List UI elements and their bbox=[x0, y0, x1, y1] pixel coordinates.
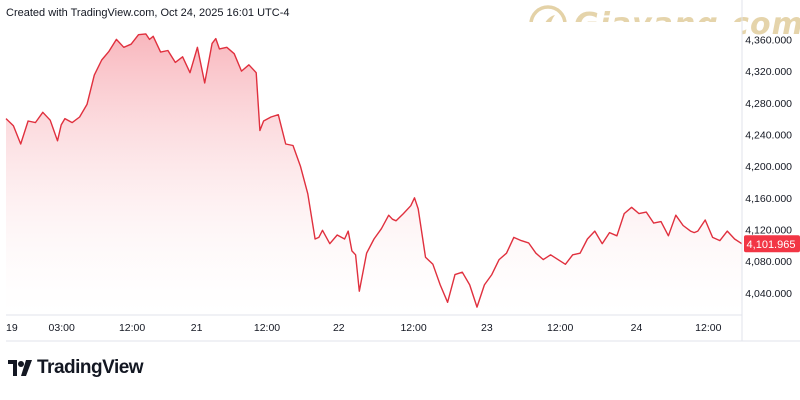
x-tick-label: 21 bbox=[191, 322, 203, 334]
x-tick-label: 03:00 bbox=[49, 322, 75, 334]
price-line bbox=[5, 33, 743, 308]
y-tick-label: 4,240.000 bbox=[745, 129, 792, 141]
y-tick-label: 4,120.000 bbox=[745, 225, 792, 237]
tradingview-logo-icon bbox=[8, 360, 32, 376]
price-area-fill bbox=[6, 33, 742, 316]
x-tick-label: 24 bbox=[631, 322, 643, 334]
y-tick-label: 4,200.000 bbox=[745, 161, 792, 173]
created-with-caption: Created with TradingView.com, Oct 24, 20… bbox=[6, 7, 290, 19]
y-tick-label: 4,280.000 bbox=[745, 98, 792, 110]
y-axis-ticks: 4,040.000 4,080.000 4,120.000 4,160.000 4,20… bbox=[745, 34, 792, 299]
last-price-badge-bg bbox=[744, 235, 800, 253]
price-chart[interactable]: 4,040.000 4,080.000 4,120.000 4,160.000 4,20… bbox=[0, 0, 800, 345]
y-tick-label: 4,160.000 bbox=[745, 193, 792, 205]
tradingview-brand[interactable]: TradingView bbox=[8, 357, 144, 379]
x-tick-label: 12:00 bbox=[254, 322, 280, 334]
x-tick-label: 23 bbox=[481, 322, 493, 334]
x-tick-label: 12:00 bbox=[695, 322, 721, 334]
last-price-label: 4,101.965 bbox=[747, 239, 796, 251]
y-tick-label: 4,320.000 bbox=[745, 66, 792, 78]
last-price-badge: 4,101.965 bbox=[744, 235, 800, 253]
x-tick-label: 12:00 bbox=[400, 322, 426, 334]
y-tick-label: 4,360.000 bbox=[745, 34, 792, 46]
y-tick-label: 4,080.000 bbox=[745, 256, 792, 268]
y-tick-label: 4,040.000 bbox=[745, 288, 792, 300]
x-tick-label: 22 bbox=[333, 322, 345, 334]
x-tick-label: 12:00 bbox=[119, 322, 145, 334]
x-tick-label: 12:00 bbox=[547, 322, 573, 334]
x-axis-ticks: 19 03:00 12:00 21 12:00 22 12:00 23 12:00 24 12:00 bbox=[6, 322, 722, 334]
x-tick-label: 19 bbox=[6, 322, 18, 334]
tradingview-brand-text: TradingView bbox=[37, 357, 144, 378]
